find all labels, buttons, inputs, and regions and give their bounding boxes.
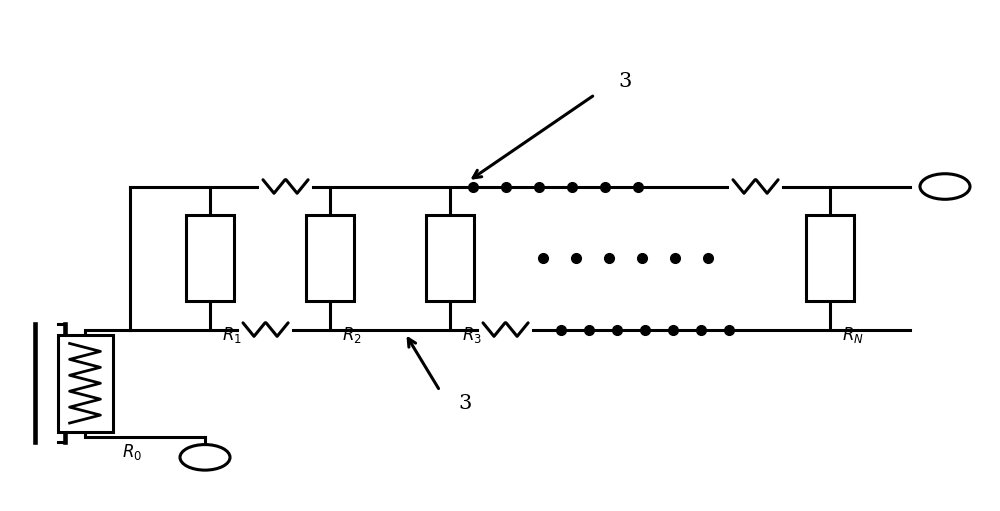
Bar bbox=[58, 335, 113, 432]
Bar bbox=[426, 215, 474, 301]
Text: 3: 3 bbox=[458, 394, 472, 413]
Text: $R_1$: $R_1$ bbox=[222, 324, 242, 345]
Text: $R_N$: $R_N$ bbox=[842, 324, 864, 345]
Text: $R_0$: $R_0$ bbox=[122, 442, 143, 462]
Text: $R_3$: $R_3$ bbox=[462, 324, 482, 345]
Bar bbox=[806, 215, 854, 301]
Bar bbox=[306, 215, 354, 301]
Text: $R_2$: $R_2$ bbox=[342, 324, 362, 345]
Bar bbox=[186, 215, 234, 301]
Text: 3: 3 bbox=[618, 72, 632, 91]
